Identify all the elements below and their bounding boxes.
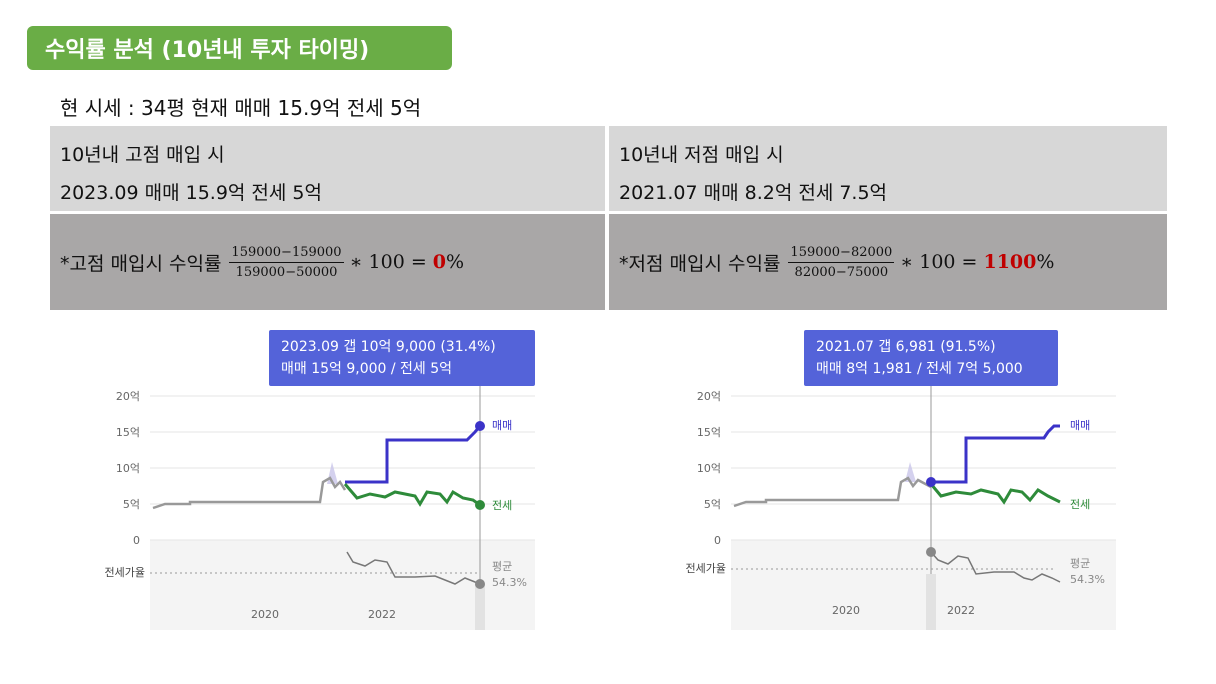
low-formula: *저점 매입시 수익률 159000−82000 82000−75000 ∗ 1… <box>619 240 1054 284</box>
high-formula-label: *고점 매입시 수익률 <box>60 252 222 275</box>
sale-series-label: 매매 <box>492 419 512 432</box>
price-chart-low: 20억 15억 10억 5억 0 전세가율 2020 2022 매매 전세 평균… <box>676 322 1126 632</box>
tooltip-line2: 매매 8억 1,981 / 전세 7억 5,000 <box>816 361 1023 377</box>
ratio-line <box>930 551 1061 583</box>
x-tick: 2022 <box>947 604 975 617</box>
low-formula-label: *저점 매입시 수익률 <box>619 252 781 275</box>
y-tick: 20억 <box>116 390 140 403</box>
jeonse-line <box>929 483 1061 505</box>
low-heading: 10년내 저점 매입 시 <box>619 144 784 166</box>
ratio-label: 전세가율 <box>105 566 145 579</box>
y-tick: 15억 <box>697 426 721 439</box>
high-times: ∗ 100 = <box>349 251 427 273</box>
section-title: 수익률 분석 (10년내 투자 타이밍) <box>27 26 452 70</box>
sale-series-label: 매매 <box>1070 419 1090 432</box>
avg-value: 54.3% <box>1070 573 1105 586</box>
high-fraction: 159000−159000 159000−50000 <box>229 245 344 280</box>
sale-line <box>345 425 482 484</box>
high-denominator: 159000−50000 <box>235 264 338 280</box>
price-chart-low-svg: 20억 15억 10억 5억 0 전세가율 2020 2022 매매 전세 평균… <box>686 372 1116 630</box>
chart-tooltip: 2021.07 갭 6,981 (91.5%) 매매 8억 1,981 / 전세… <box>804 330 1058 386</box>
y-tick: 15억 <box>116 426 140 439</box>
current-price-text: 현 시세 : 34평 현재 매매 15.9억 전세 5억 <box>60 96 422 120</box>
ratio-band <box>150 540 535 630</box>
tooltip-line2: 매매 15억 9,000 / 전세 5억 <box>281 361 453 377</box>
high-result: 0 <box>432 251 446 273</box>
avg-label: 평균 <box>1070 557 1090 570</box>
comparison-table: 10년내 고점 매입 시 2023.09 매매 15.9억 전세 5억 10년내… <box>50 126 1167 310</box>
y-tick: 10억 <box>116 462 140 475</box>
ratio-point <box>926 547 936 557</box>
jeonse-series-label: 전세 <box>492 499 512 512</box>
y-tick: 5억 <box>704 498 721 511</box>
high-formula: *고점 매입시 수익률 159000−159000 159000−50000 ∗… <box>60 240 464 284</box>
y-tick: 20억 <box>697 390 721 403</box>
ratio-point <box>475 579 485 589</box>
low-purchase-cell: 10년내 저점 매입 시 2021.07 매매 8.2억 전세 7.5억 <box>609 126 1167 211</box>
tooltip-line1: 2023.09 갭 10억 9,000 (31.4%) <box>281 339 496 355</box>
high-heading: 10년내 고점 매입 시 <box>60 144 225 166</box>
avg-label: 평균 <box>492 560 512 573</box>
x-tick: 2020 <box>832 604 860 617</box>
low-fraction: 159000−82000 82000−75000 <box>788 245 895 280</box>
ratio-line <box>346 551 481 585</box>
high-numerator: 159000−159000 <box>229 245 344 263</box>
y-tick: 0 <box>133 534 140 547</box>
high-percent: % <box>446 251 465 273</box>
jeonse-point <box>475 500 485 510</box>
section-title-text: 수익률 분석 (10년내 투자 타이밍) <box>45 38 370 63</box>
avg-value: 54.3% <box>492 576 527 589</box>
x-tick: 2022 <box>368 608 396 621</box>
low-numerator: 159000−82000 <box>788 245 895 263</box>
tooltip-line1: 2021.07 갭 6,981 (91.5%) <box>816 339 996 355</box>
high-formula-cell: *고점 매입시 수익률 159000−159000 159000−50000 ∗… <box>50 214 605 310</box>
y-tick: 0 <box>714 534 721 547</box>
jeonse-line <box>343 483 481 507</box>
cursor-band <box>475 584 485 630</box>
low-percent: % <box>1036 251 1055 273</box>
cursor-band <box>926 574 936 630</box>
sale-point <box>475 421 485 431</box>
sale-point <box>926 477 936 487</box>
sale-line <box>931 424 1060 484</box>
jeonse-series-label: 전세 <box>1070 498 1090 511</box>
low-times: ∗ 100 = <box>900 251 978 273</box>
low-result: 1100 <box>983 251 1037 273</box>
price-chart-high-svg: 20억 15억 10억 5억 0 전세가율 2020 2022 매매 전세 평균… <box>105 372 535 630</box>
high-detail: 2023.09 매매 15.9억 전세 5억 <box>60 182 323 204</box>
low-denominator: 82000−75000 <box>794 264 889 280</box>
y-tick: 5억 <box>123 498 140 511</box>
chart-tooltip: 2023.09 갭 10억 9,000 (31.4%) 매매 15억 9,000… <box>269 330 535 386</box>
price-chart-high: 20억 15억 10억 5억 0 전세가율 2020 2022 매매 전세 평균… <box>95 322 545 632</box>
ratio-band <box>731 540 1116 630</box>
base-line <box>152 476 347 510</box>
x-tick: 2020 <box>251 608 279 621</box>
base-line <box>733 476 932 508</box>
y-tick: 10억 <box>697 462 721 475</box>
low-detail: 2021.07 매매 8.2억 전세 7.5억 <box>619 182 888 204</box>
high-purchase-cell: 10년내 고점 매입 시 2023.09 매매 15.9억 전세 5억 <box>50 126 605 211</box>
low-formula-cell: *저점 매입시 수익률 159000−82000 82000−75000 ∗ 1… <box>609 214 1167 310</box>
ratio-label: 전세가율 <box>686 562 726 575</box>
